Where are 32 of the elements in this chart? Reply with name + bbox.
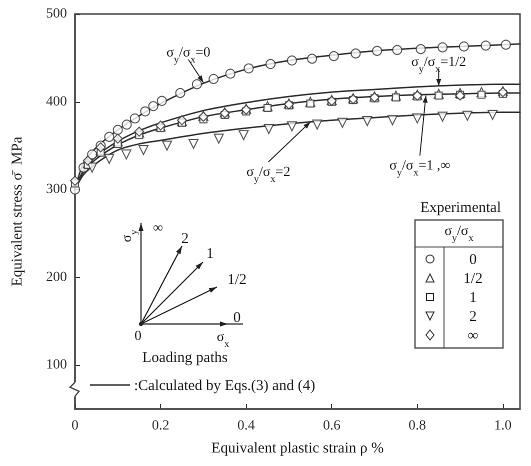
x-axis-title: Equivalent plastic strain ρ % xyxy=(211,440,384,456)
annotation: 0 xyxy=(134,329,142,344)
annotation: σ$_{y}$/σ$_{x}$=2 xyxy=(246,164,290,184)
x-tick-label: 0.2 xyxy=(152,418,170,434)
legend-label: 2 xyxy=(469,309,477,325)
y-tick-label: 400 xyxy=(46,94,67,110)
legend-label: :Calculated by Eqs.(3) and (4) xyxy=(134,378,316,394)
legend-title: σ$_{y}$/σ$_{x}$ xyxy=(444,224,474,244)
y-tick-label: 200 xyxy=(46,270,67,285)
x-tick-label: 0 xyxy=(72,418,78,434)
x-tick-label: 0.6 xyxy=(322,418,340,434)
legend-label: 1/2 xyxy=(463,271,483,287)
annotation: 1/2 xyxy=(227,272,247,288)
annotation: 2 xyxy=(181,231,189,247)
annotation: 0 xyxy=(233,310,241,326)
legend-label: 0 xyxy=(469,252,477,268)
x-tick-label: 0.4 xyxy=(237,418,255,434)
legend-label: ∞ xyxy=(468,328,479,344)
annotation: σ$_{y}$/σ$_{x}$=1 ,∞ xyxy=(389,158,450,178)
annotation: 1 xyxy=(206,246,214,262)
annotation: Experimental xyxy=(420,200,501,216)
x-tick-label: 0.8 xyxy=(408,418,426,434)
annotation: σ$_{y}$/σ$_{x}$=0 xyxy=(166,45,210,65)
legend-label: 1 xyxy=(469,290,477,306)
y-tick-label: 100 xyxy=(46,358,67,373)
y-tick-label: 500 xyxy=(46,6,67,22)
y-axis-title: Equivalent stress σ̄ MPa xyxy=(10,136,26,286)
annotation: Loading paths xyxy=(142,350,228,366)
y-tick-label: 300 xyxy=(46,182,67,198)
annotation: σ$_{x}$ xyxy=(216,330,230,350)
annotation: ∞ xyxy=(153,221,164,236)
x-tick-label: 1.0 xyxy=(494,418,512,434)
